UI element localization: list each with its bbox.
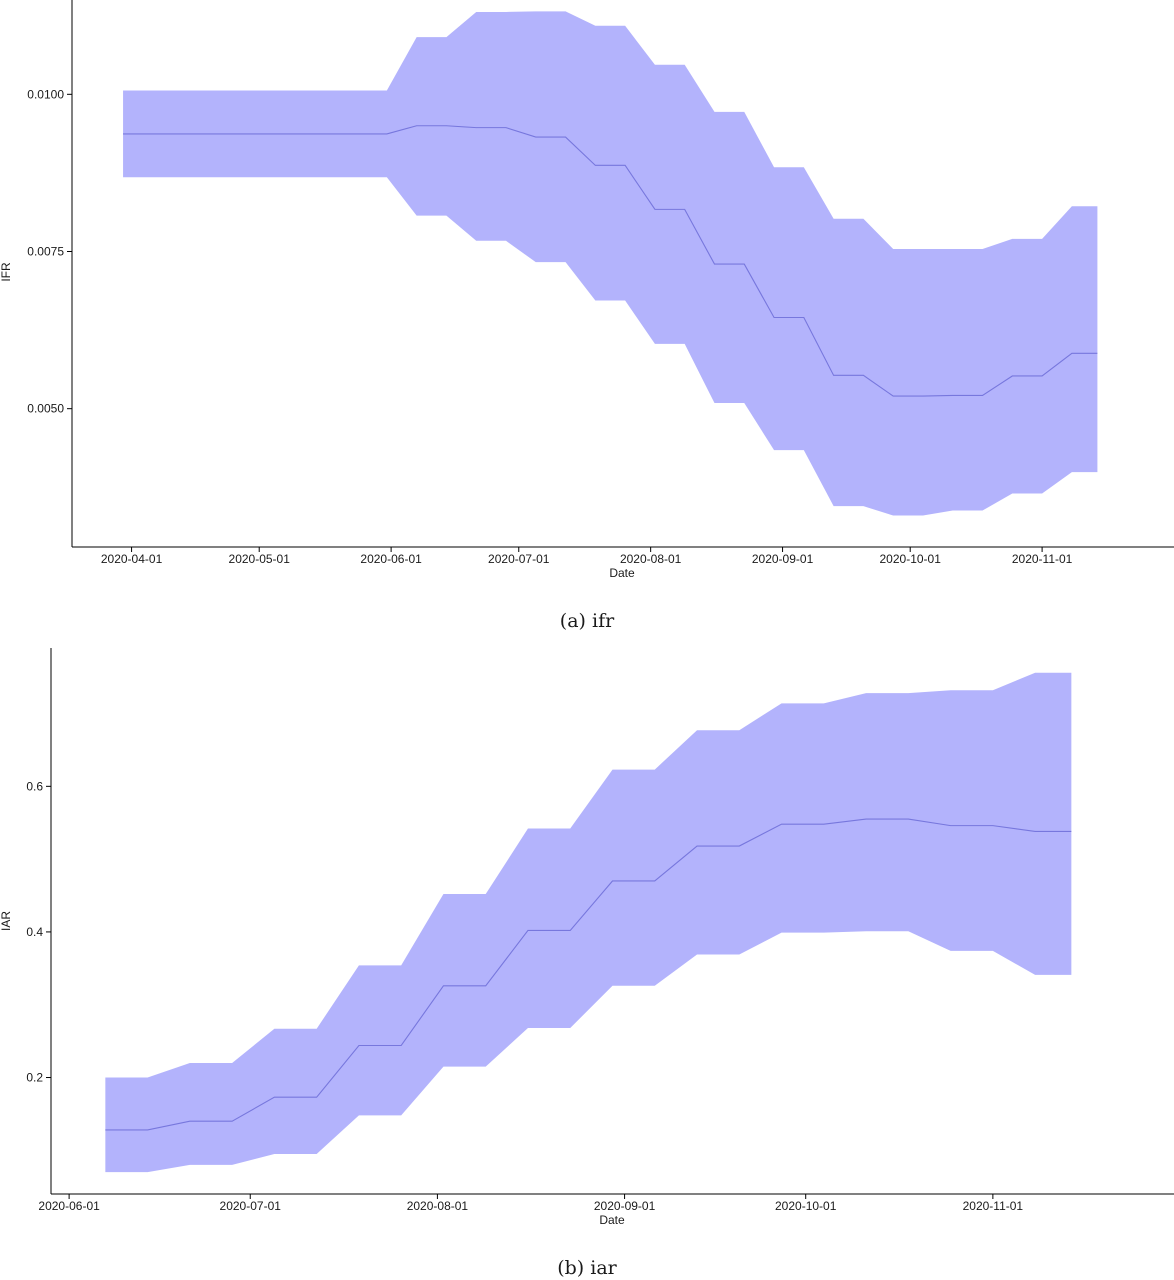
iar-chart-panel: 2020-06-01 2020-07-01 2020-08-01 2020-09-01… — [0, 648, 1174, 1279]
ifr-x-tick-label: 2020-07-01 — [488, 552, 550, 566]
ifr-x-tick-label: 2020-04-01 — [101, 552, 163, 566]
ifr-x-tick-label: 2020-08-01 — [620, 552, 682, 566]
ifr-x-tick-label: 2020-06-01 — [360, 552, 422, 566]
iar-y-axis-title: IAR — [0, 911, 13, 931]
iar-x-tick-label: 2020-10-01 — [775, 1199, 837, 1213]
ifr-median-line — [123, 125, 1098, 397]
iar-x-axis-title: Date — [599, 1213, 625, 1227]
iar-caption: (b) iar — [557, 1257, 617, 1279]
iar-x-tick-label: 2020-08-01 — [407, 1199, 469, 1213]
ifr-credible-band-group — [123, 11, 1098, 516]
ifr-y-tick-label: 0.0050 — [27, 402, 64, 416]
ifr-median-line-group — [123, 125, 1098, 397]
ifr-x-ticks: 2020-04-01 2020-05-01 2020-06-01 2020-07-01… — [101, 547, 1073, 566]
ifr-x-tick-label: 2020-09-01 — [752, 552, 814, 566]
ifr-chart-panel: 2020-04-01 2020-05-01 2020-06-01 2020-07-01… — [0, 0, 1174, 632]
iar-credible-band — [105, 672, 1072, 1173]
iar-median-line-group — [105, 818, 1072, 1131]
iar-y-tick-label: 0.2 — [26, 1071, 43, 1085]
iar-credible-band-group — [105, 672, 1072, 1173]
ifr-x-tick-label: 2020-11-01 — [1012, 552, 1073, 566]
ifr-y-tick-label: 0.0100 — [27, 87, 64, 101]
iar-median-line — [105, 818, 1072, 1131]
ifr-y-axis-title: IFR — [0, 262, 13, 282]
iar-x-tick-label: 2020-09-01 — [594, 1199, 656, 1213]
ifr-x-tick-label: 2020-10-01 — [880, 552, 942, 566]
ifr-x-axis-title: Date — [609, 566, 635, 580]
iar-y-tick-label: 0.4 — [26, 925, 43, 939]
ifr-x-tick-label: 2020-05-01 — [229, 552, 291, 566]
iar-x-tick-label: 2020-07-01 — [220, 1199, 282, 1213]
iar-x-tick-label: 2020-06-01 — [38, 1199, 100, 1213]
ifr-y-ticks: 0.0050 0.0075 0.0100 — [27, 87, 72, 416]
iar-y-tick-label: 0.6 — [26, 779, 43, 793]
ifr-credible-band — [123, 11, 1098, 516]
ifr-y-tick-label: 0.0075 — [27, 244, 64, 258]
iar-y-ticks: 0.2 0.4 0.6 — [26, 779, 51, 1085]
ifr-caption: (a) ifr — [560, 610, 615, 632]
iar-x-ticks: 2020-06-01 2020-07-01 2020-08-01 2020-09-01… — [38, 1194, 1023, 1213]
iar-x-tick-label: 2020-11-01 — [963, 1199, 1024, 1213]
